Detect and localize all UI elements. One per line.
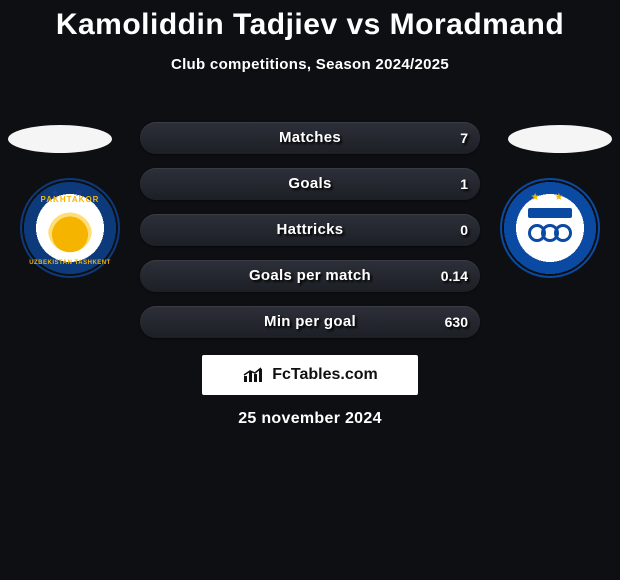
crest-text-bottom: UZBEKISTAN TASHKENT: [22, 260, 118, 266]
stat-label: Hattricks: [140, 214, 480, 246]
page-subtitle: Club competitions, Season 2024/2025: [0, 56, 620, 73]
stat-value-right: 1: [448, 168, 468, 200]
page-title: Kamoliddin Tadjiev vs Moradmand: [0, 0, 620, 42]
crest-rings-icon: [528, 224, 572, 242]
player-photo-placeholder-right: [508, 125, 612, 153]
stat-value-right: 0.14: [441, 260, 468, 292]
club-crest-right: ★ ★: [500, 178, 600, 278]
club-crest-left: ★ ★ PAKHTAKOR UZBEKISTAN TASHKENT: [20, 178, 120, 278]
brand-text: FcTables.com: [272, 366, 378, 384]
crest-text-top: PAKHTAKOR: [22, 195, 118, 204]
stats-container: Matches 7 Goals 1 Hattricks 0 Goals per …: [140, 122, 480, 352]
stat-row-matches: Matches 7: [140, 122, 480, 154]
stat-label: Goals: [140, 168, 480, 200]
stat-value-right: 0: [448, 214, 468, 246]
stat-label: Matches: [140, 122, 480, 154]
stat-row-goals: Goals 1: [140, 168, 480, 200]
brand-badge[interactable]: FcTables.com: [202, 355, 418, 395]
crest-stars: ★ ★: [531, 192, 570, 203]
stat-value-right: 630: [445, 306, 468, 338]
bar-chart-icon: [242, 366, 266, 384]
date-text: 25 november 2024: [0, 410, 620, 428]
stat-row-hattricks: Hattricks 0: [140, 214, 480, 246]
stat-label: Min per goal: [140, 306, 480, 338]
stat-row-min-per-goal: Min per goal 630: [140, 306, 480, 338]
stat-value-right: 7: [448, 122, 468, 154]
player-photo-placeholder-left: [8, 125, 112, 153]
stat-row-goals-per-match: Goals per match 0.14: [140, 260, 480, 292]
stat-label: Goals per match: [140, 260, 480, 292]
crest-banner: [528, 208, 572, 218]
crest-sun-icon: [48, 208, 92, 252]
